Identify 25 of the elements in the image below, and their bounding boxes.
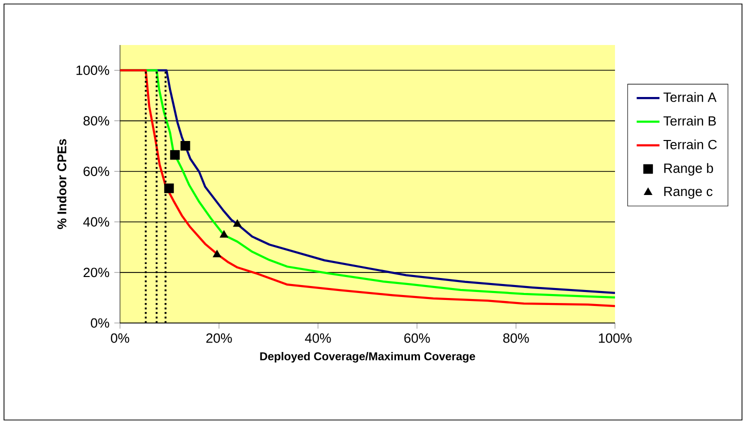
x-tick-label: 0% [110,333,130,343]
y-axis-title: % Indoor CPEs [57,139,66,230]
x-tick-label: 40% [304,333,331,343]
y-tick-label: 40% [83,217,110,227]
point [212,250,222,258]
x-tick-label: 60% [404,333,430,343]
point [164,183,174,194]
y-tick-label: 20% [84,268,110,278]
legend-label: Range b [664,163,714,176]
legend-label: Range c [664,186,712,199]
y-tick-label: 60% [84,166,110,176]
point [233,219,242,227]
legend-label: Terrain C [663,140,717,150]
legend-label: Terrain B [663,116,716,126]
y-tick-label: 0% [90,318,110,328]
point [180,141,190,151]
x-tick-label: 80% [503,333,529,343]
y-tick-label: 80% [84,116,110,126]
point [170,150,180,160]
x-tick-label: 20% [206,333,232,343]
x-tick-label: 100% [598,333,632,343]
legend-label: Terrain A [663,92,717,102]
x-axis-title: Deployed Coverage/Maximum Coverage [260,352,476,363]
y-tick-label: 100% [76,66,110,75]
point [220,230,228,238]
